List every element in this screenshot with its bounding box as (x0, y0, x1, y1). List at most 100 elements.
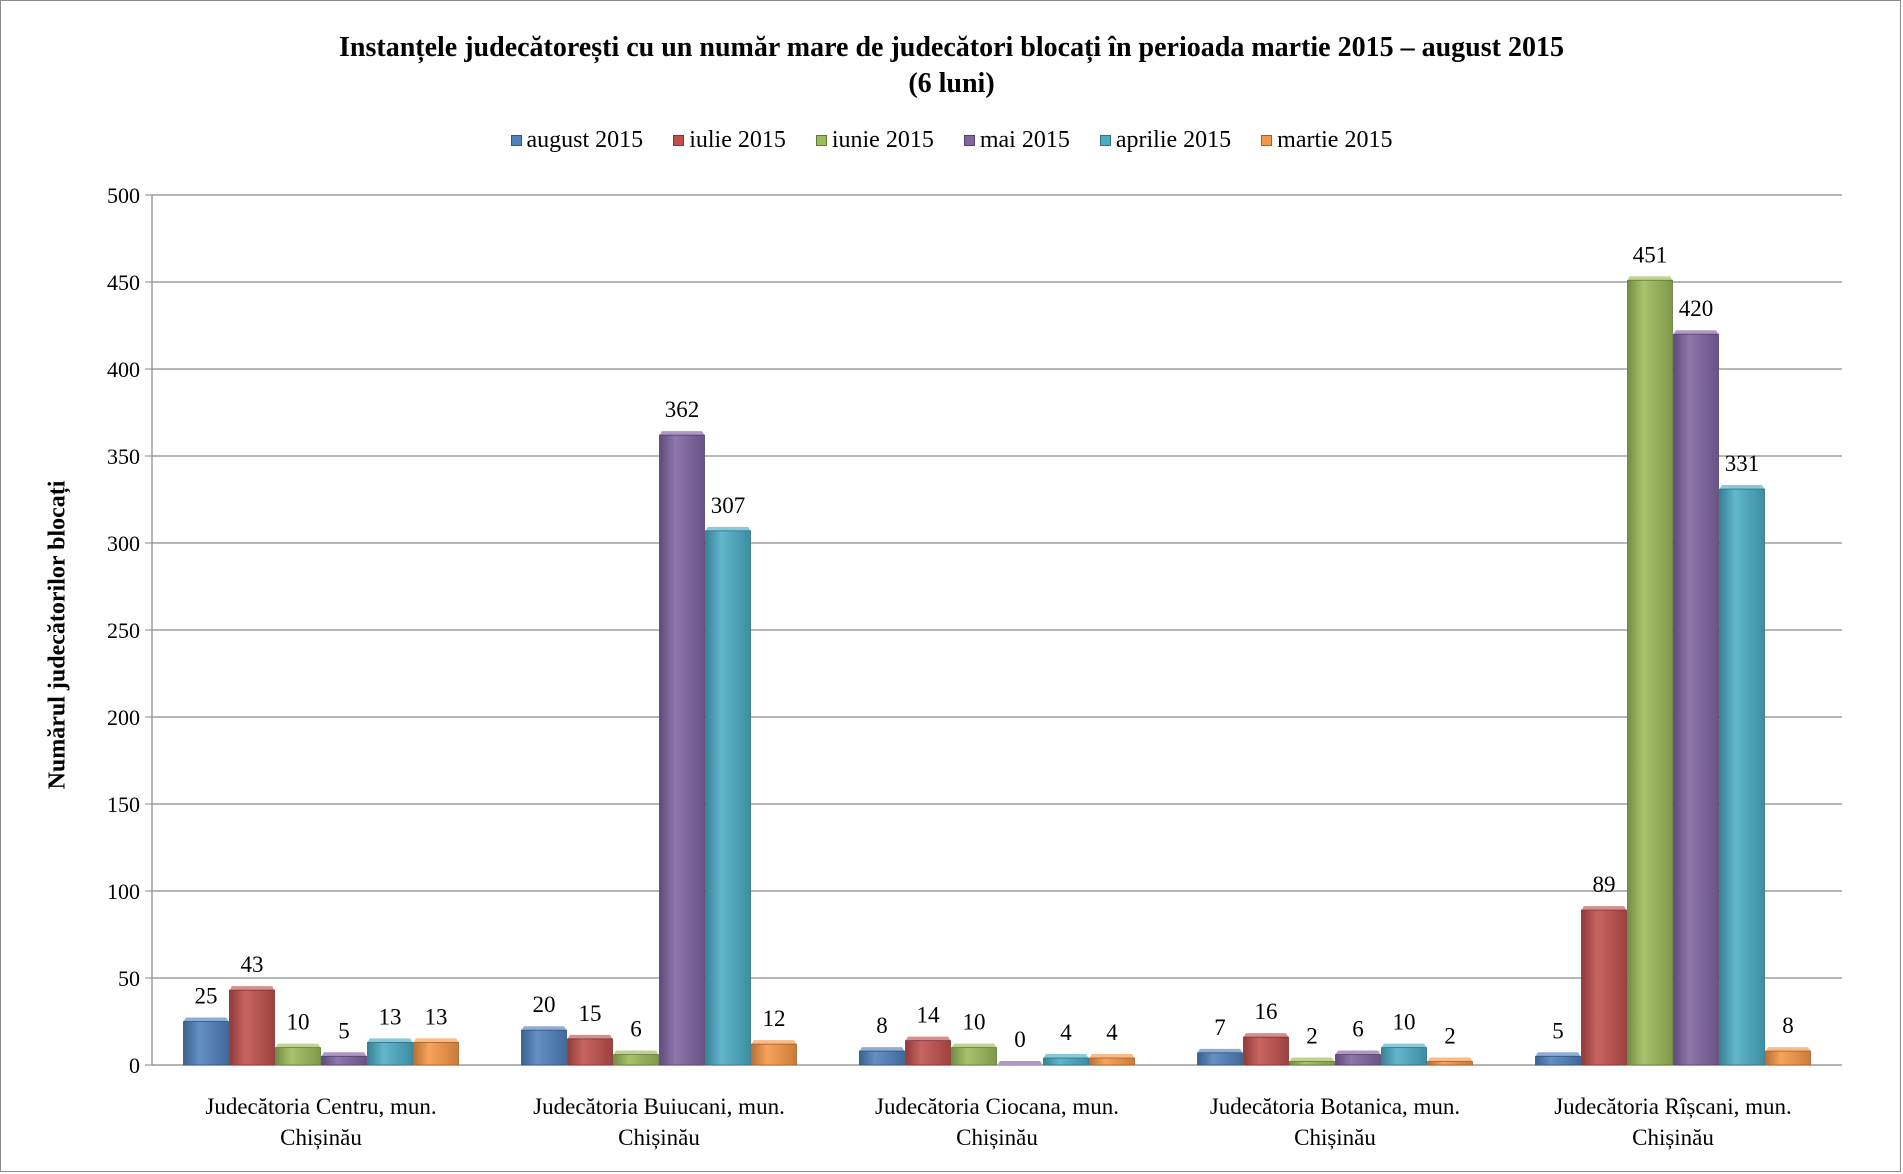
y-tick-label: 0 (129, 1053, 140, 1078)
bar (275, 1047, 321, 1066)
data-label: 10 (287, 1010, 310, 1035)
data-label: 25 (195, 984, 218, 1009)
data-label: 14 (917, 1003, 941, 1028)
bar-top-face (1089, 1054, 1135, 1059)
y-axis-title: Numărul judecătorilor blocați (44, 480, 71, 790)
bar-top-face (1427, 1057, 1473, 1062)
legend-swatch (510, 135, 522, 146)
bar-top-face (1719, 485, 1765, 490)
y-tick-label: 450 (107, 270, 140, 295)
bar-top-face (997, 1061, 1043, 1065)
y-tick-label: 400 (107, 357, 140, 382)
x-category-label: Chișinău (1294, 1125, 1376, 1150)
y-tick-label: 300 (107, 531, 140, 556)
bar (905, 1040, 951, 1066)
bar (751, 1043, 797, 1066)
data-label: 10 (1393, 1010, 1416, 1035)
legend-swatch (815, 135, 827, 146)
bar (1719, 488, 1765, 1066)
bar (1627, 279, 1673, 1066)
bar-top-face (1673, 330, 1719, 335)
legend-label: aprilie 2015 (1115, 127, 1232, 153)
data-label: 307 (711, 493, 746, 518)
y-tick-label: 150 (107, 792, 140, 817)
bar-top-face (183, 1017, 229, 1022)
bar-top-face (1535, 1052, 1581, 1057)
bar (413, 1041, 459, 1066)
bar (1673, 333, 1719, 1066)
data-label: 8 (876, 1013, 888, 1038)
bar-top-face (1381, 1043, 1427, 1048)
data-label: 0 (1014, 1027, 1026, 1052)
legend-label: august 2015 (526, 127, 644, 153)
bar-top-face (859, 1047, 905, 1052)
bar (1765, 1050, 1811, 1066)
legend-label: martie 2015 (1277, 127, 1393, 153)
data-label: 10 (963, 1010, 986, 1035)
legend-swatch (963, 135, 975, 146)
bar (521, 1029, 567, 1066)
y-tick-label: 100 (107, 879, 140, 904)
bar-top-face (1043, 1054, 1089, 1059)
y-tick-label: 200 (107, 705, 140, 730)
bar-top-face (413, 1038, 459, 1043)
bar-top-face (1335, 1050, 1381, 1055)
bar-top-face (705, 526, 751, 531)
bar-top-face (659, 431, 705, 436)
bar (183, 1021, 229, 1066)
data-label: 6 (1352, 1017, 1364, 1042)
x-category-label: Judecătoria Rîșcani, mun. (1554, 1094, 1792, 1119)
legend-label: iulie 2015 (689, 127, 786, 153)
legend-item: august 2015 (510, 127, 644, 154)
data-label: 7 (1214, 1015, 1226, 1040)
bar-top-face (521, 1026, 567, 1031)
x-category-label: Chișinău (956, 1125, 1038, 1150)
y-tick-label: 350 (107, 444, 140, 469)
y-tick-label: 250 (107, 618, 140, 643)
bar-top-face (951, 1043, 997, 1048)
data-label: 5 (1552, 1018, 1564, 1043)
bar (1535, 1055, 1581, 1066)
bar (1581, 909, 1627, 1066)
data-label: 13 (379, 1004, 402, 1029)
bar-top-face (275, 1043, 321, 1048)
bar (229, 989, 275, 1066)
bar-top-face (1765, 1047, 1811, 1052)
x-category-label: Judecătoria Botanica, mun. (1210, 1094, 1460, 1119)
bar (951, 1047, 997, 1066)
bar (1043, 1057, 1089, 1066)
x-category-label: Chișinău (618, 1125, 700, 1150)
bar-top-face (613, 1050, 659, 1055)
legend-item: aprilie 2015 (1099, 127, 1232, 154)
legend-item: iunie 2015 (815, 127, 934, 154)
chart-legend: august 2015 iulie 2015 iunie 2015 mai 2015 a… (0, 127, 1903, 154)
x-category-label: Chișinău (1632, 1125, 1714, 1150)
chart-title-line-2: (6 luni) (908, 68, 995, 99)
chart-title-line-1: Instanțele judecătorești cu un număr mar… (339, 32, 1564, 63)
legend-swatch (1099, 135, 1111, 146)
data-label: 331 (1725, 451, 1760, 476)
data-label: 6 (630, 1017, 642, 1042)
legend-item: martie 2015 (1261, 127, 1392, 154)
data-label: 16 (1255, 999, 1278, 1024)
chart-title: Instanțele judecătorești cu un număr mar… (0, 30, 1903, 102)
bar (1089, 1057, 1135, 1066)
x-category-label: Judecătoria Ciocana, mun. (875, 1094, 1119, 1119)
legend-item: mai 2015 (963, 127, 1070, 154)
y-tick-label: 500 (107, 183, 140, 208)
bar (705, 530, 751, 1066)
bar (567, 1038, 613, 1066)
bar-top-face (1289, 1057, 1335, 1062)
bar (1289, 1061, 1335, 1066)
data-label: 12 (763, 1006, 786, 1031)
legend-label: iunie 2015 (831, 127, 934, 153)
legend-item: iulie 2015 (673, 127, 786, 154)
data-label: 89 (1593, 872, 1616, 897)
bar (1335, 1054, 1381, 1066)
data-label: 4 (1060, 1020, 1072, 1045)
bar-top-face (1243, 1033, 1289, 1038)
bar-top-face (321, 1052, 367, 1057)
bar (659, 434, 705, 1066)
